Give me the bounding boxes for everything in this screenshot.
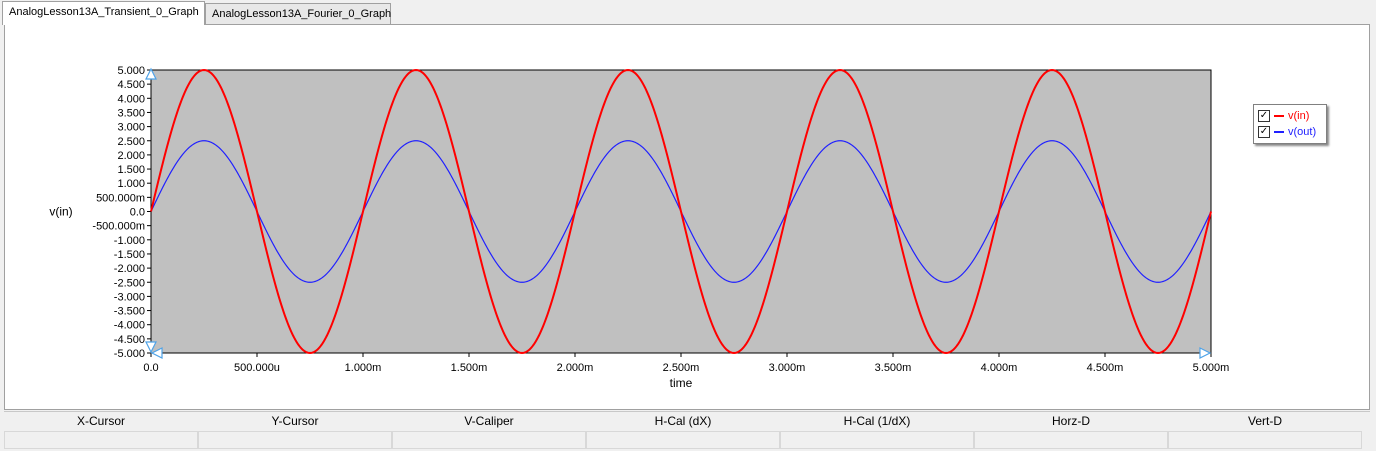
legend-label-vin: v(in): [1288, 110, 1310, 122]
y-tick-label: -1.000: [114, 235, 145, 247]
y-tick-label: -3.500: [114, 306, 145, 318]
y-tick-label: 0.0: [130, 207, 145, 219]
y-tick-label: -2.000: [114, 263, 145, 275]
x-axis-label: time: [670, 376, 693, 390]
y-tick-label: -3.000: [114, 291, 145, 303]
header-h-cal-inv-dx: H-Cal (1/dX): [843, 414, 911, 428]
y-tick-label: 5.000: [117, 65, 145, 77]
transient-chart[interactable]: 5.000 4.500 4.000 3.500 3.000 2.500 2.000 1.500…: [5, 25, 1371, 411]
header-h-cal-dx: H-Cal (dX): [654, 414, 712, 428]
x-tick-label: 2.000m: [557, 362, 594, 374]
cursor-handle-bottom-up-icon[interactable]: [145, 341, 157, 354]
y-tick-label: -1.500: [114, 249, 145, 261]
legend-checkbox-vin[interactable]: ✓: [1258, 110, 1270, 122]
header-x-cursor: X-Cursor: [76, 414, 125, 428]
y-tick-label: 2.500: [117, 136, 145, 148]
tab-fourier-graph[interactable]: AnalogLesson13A_Fourier_0_Graph: [205, 3, 391, 24]
y-tick-label: 1.000: [117, 178, 145, 190]
legend-label-vout: v(out): [1288, 126, 1317, 138]
legend-checkbox-vout[interactable]: ✓: [1258, 126, 1270, 138]
x-tick-label: 1.500m: [451, 362, 488, 374]
series-line-vin: [150, 68, 1212, 355]
legend-item-vin[interactable]: ✓ v(in): [1258, 109, 1309, 123]
x-tick-label: 0.0: [143, 362, 158, 374]
header-vert-d: Vert-D: [1247, 414, 1282, 428]
header-y-cursor: Y-Cursor: [271, 414, 319, 428]
legend-swatch-vout: [1274, 131, 1284, 133]
x-tick-label: 2.500m: [663, 362, 700, 374]
cursor-handle-left-icon[interactable]: [150, 347, 163, 359]
x-tick-label: 3.000m: [769, 362, 806, 374]
y-tick-label: 3.000: [117, 122, 145, 134]
x-tick-label: 5.000m: [1193, 362, 1230, 374]
cursor-readout-bar: X-Cursor Y-Cursor V-Caliper H-Cal (dX) H…: [4, 411, 1370, 450]
value-x-cursor: [4, 431, 198, 449]
y-tick-label: 4.000: [117, 93, 145, 105]
cursor-handle-top-icon[interactable]: [145, 67, 157, 80]
y-tick-label: 3.500: [117, 107, 145, 119]
y-tick-label: 2.000: [117, 150, 145, 162]
x-tick-label: 500.000u: [234, 362, 280, 374]
cursor-handle-right-icon[interactable]: [1199, 347, 1212, 359]
y-tick-label: -2.500: [114, 277, 145, 289]
y-tick-label: -500.000m: [92, 221, 145, 233]
y-tick-label: 500.000m: [96, 192, 145, 204]
x-tick-label: 3.500m: [875, 362, 912, 374]
tab-bar: AnalogLesson13A_Transient_0_Graph Analog…: [0, 0, 1376, 25]
value-y-cursor: [198, 431, 392, 449]
y-tick-label: 1.500: [117, 164, 145, 176]
y-tick-label: -5.000: [114, 348, 145, 360]
y-axis-label: v(in): [49, 205, 72, 219]
value-vert-d: [1168, 431, 1362, 449]
y-tick-label: -4.000: [114, 320, 145, 332]
value-h-cal-inv-dx: [780, 431, 974, 449]
tab-transient-graph[interactable]: AnalogLesson13A_Transient_0_Graph: [2, 1, 205, 25]
header-v-caliper: V-Caliper: [464, 414, 514, 428]
legend-swatch-vin: [1274, 115, 1284, 117]
value-horz-d: [974, 431, 1168, 449]
legend-item-vout[interactable]: ✓ v(out): [1258, 125, 1316, 139]
x-tick-label: 4.500m: [1087, 362, 1124, 374]
value-v-caliper: [392, 431, 586, 449]
header-horz-d: Horz-D: [1052, 414, 1090, 428]
graph-panel: 5.000 4.500 4.000 3.500 3.000 2.500 2.000 1.500…: [4, 24, 1370, 410]
chart-legend: ✓ v(in) ✓ v(out): [1253, 104, 1327, 144]
x-tick-label: 1.000m: [345, 362, 382, 374]
value-h-cal-dx: [586, 431, 780, 449]
y-tick-label: 4.500: [117, 79, 145, 91]
y-tick-label: -4.500: [114, 334, 145, 346]
x-tick-label: 4.000m: [981, 362, 1018, 374]
